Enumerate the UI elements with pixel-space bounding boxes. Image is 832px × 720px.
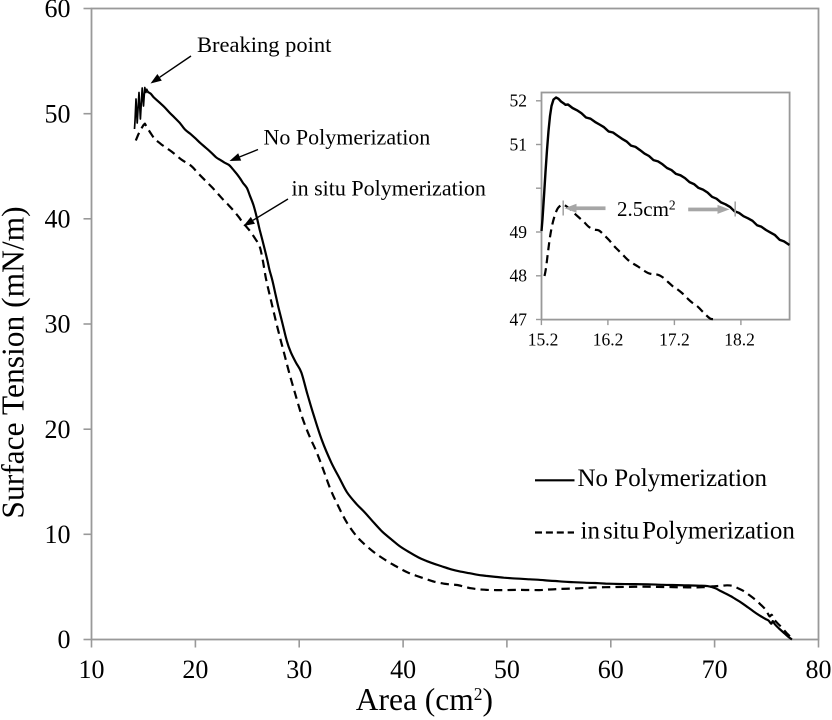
svg-text:No Polymerization: No Polymerization — [264, 125, 431, 150]
svg-text:2.5cm2: 2.5cm2 — [617, 197, 676, 221]
svg-text:30: 30 — [45, 310, 71, 339]
svg-text:16.2: 16.2 — [593, 330, 624, 350]
svg-text:17.2: 17.2 — [659, 330, 690, 350]
svg-text:40: 40 — [390, 655, 416, 684]
svg-text:20: 20 — [45, 415, 71, 444]
svg-text:50: 50 — [494, 655, 520, 684]
svg-text:48: 48 — [510, 266, 528, 286]
svg-text:47: 47 — [510, 309, 528, 329]
svg-text:15.2: 15.2 — [528, 330, 559, 350]
svg-text:20: 20 — [182, 655, 208, 684]
svg-text:60: 60 — [45, 0, 71, 23]
svg-text:Surface Tension (mN/m): Surface Tension (mN/m) — [0, 206, 31, 518]
svg-text:No Polymerization: No Polymerization — [578, 465, 768, 492]
svg-text:0: 0 — [58, 625, 71, 654]
svg-text:10: 10 — [79, 655, 105, 684]
svg-text:18.2: 18.2 — [724, 330, 755, 350]
svg-text:80: 80 — [806, 655, 832, 684]
svg-text:Breaking point: Breaking point — [197, 32, 332, 57]
svg-text:60: 60 — [598, 655, 624, 684]
svg-text:Area (cm2): Area (cm2) — [356, 682, 493, 717]
svg-text:52: 52 — [510, 91, 528, 111]
svg-text:in situ Polymerization: in situ Polymerization — [292, 176, 486, 201]
svg-text:49: 49 — [510, 222, 528, 242]
svg-text:40: 40 — [45, 204, 71, 233]
svg-text:10: 10 — [45, 520, 71, 549]
svg-text:30: 30 — [286, 655, 312, 684]
svg-text:70: 70 — [702, 655, 728, 684]
svg-text:51: 51 — [510, 134, 528, 154]
svg-text:50: 50 — [45, 99, 71, 128]
